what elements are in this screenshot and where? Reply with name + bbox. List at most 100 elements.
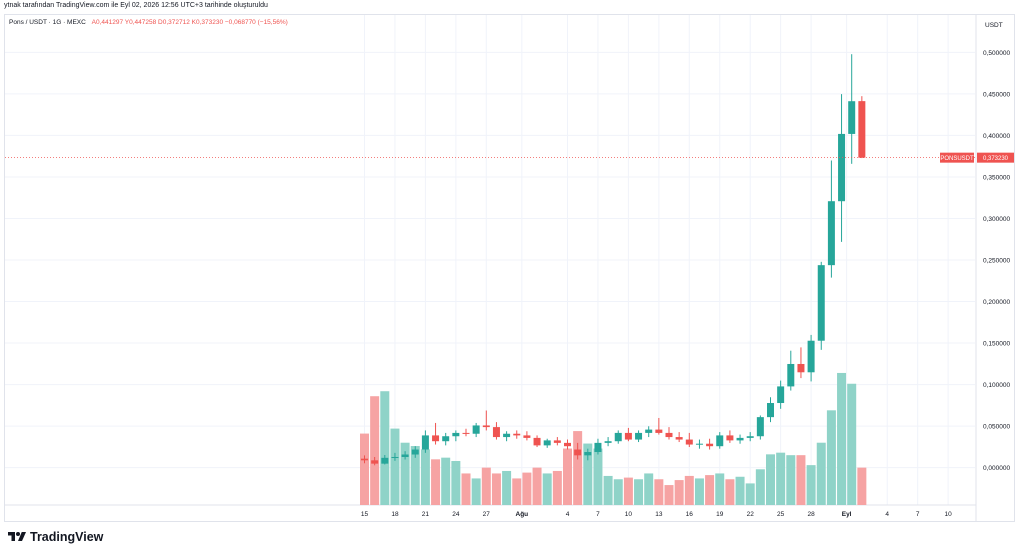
price-tick-label: 0,150000	[983, 341, 1010, 348]
candle-body	[513, 433, 521, 436]
candle-body	[472, 425, 480, 434]
price-tag-value-box	[977, 152, 1014, 163]
tradingview-logo[interactable]: TradingView	[8, 530, 103, 544]
price-tag-value: 0,373230	[983, 156, 1009, 162]
candle-body	[787, 363, 795, 387]
time-tick-label: 15	[361, 511, 369, 518]
candle-body	[624, 432, 632, 440]
volume-bar	[491, 473, 501, 505]
candle-body	[442, 436, 450, 442]
time-tick-label: 10	[945, 511, 953, 518]
candle-body	[452, 432, 460, 437]
volume-bar	[380, 391, 390, 505]
candle-body	[614, 432, 622, 442]
time-tick-label: 10	[625, 511, 633, 518]
candle-body	[777, 386, 785, 404]
candle-body	[716, 435, 724, 447]
tradingview-brand: TradingView	[30, 530, 104, 544]
candle-body	[645, 429, 653, 433]
time-tick-label: 4	[885, 511, 889, 518]
candle-body	[604, 441, 612, 443]
candle-body	[401, 454, 409, 457]
price-tick-label: 0,100000	[983, 382, 1010, 389]
volume-bar	[623, 477, 633, 505]
candle-body	[503, 433, 511, 438]
volume-bar	[370, 396, 380, 505]
time-tick-label: 24	[452, 511, 460, 518]
volume-bar	[563, 448, 572, 505]
volume-bar	[816, 442, 826, 505]
volume-bar	[573, 431, 583, 505]
volume-bar	[664, 485, 674, 505]
price-tag-name-box	[940, 152, 974, 163]
price-tick-label: 0,200000	[983, 299, 1010, 306]
chart-frame[interactable]	[4, 14, 1015, 522]
volume-bar	[705, 475, 715, 505]
volume-bar	[847, 383, 857, 505]
volume-bar	[390, 428, 400, 505]
candle-body	[564, 442, 571, 447]
volume-bar	[552, 470, 562, 505]
candle-body	[462, 432, 470, 434]
time-tick-label: 16	[686, 511, 694, 518]
candle-body	[635, 432, 643, 440]
candle-body	[523, 435, 531, 438]
volume-bar	[634, 479, 644, 505]
volume-bar	[451, 460, 461, 505]
time-tick-label: 18	[391, 511, 399, 518]
volume-bar	[471, 478, 481, 505]
symbol-label: Pons / USDT · 1G · MEXC	[9, 19, 86, 26]
volume-bar	[593, 448, 603, 505]
candle-body	[371, 460, 379, 464]
volume-bar	[461, 473, 471, 505]
candle-body	[665, 432, 673, 438]
candle-body	[685, 439, 693, 445]
volume-bar	[857, 467, 867, 505]
candle-body	[797, 363, 805, 373]
currency-label: USDT	[985, 22, 1003, 29]
symbol-legend[interactable]: Pons / USDT · 1G · MEXC A0,441297 Y0,447…	[9, 19, 288, 26]
price-tick-label: 0,300000	[983, 216, 1010, 223]
volume-bar	[674, 480, 684, 505]
volume-bar	[654, 479, 664, 505]
candle-body	[553, 440, 561, 443]
time-tick-label: 19	[716, 511, 724, 518]
volume-bar	[826, 410, 836, 505]
candle-body	[432, 435, 440, 442]
candle-body	[492, 427, 500, 438]
candle-body	[361, 458, 368, 461]
volume-bar	[837, 372, 847, 505]
time-tick-label: 4	[566, 511, 570, 518]
price-tick-label: 0,350000	[983, 174, 1010, 181]
candle-body	[817, 265, 825, 341]
time-tick-label: 13	[655, 511, 663, 518]
volume-bar	[766, 454, 775, 505]
candle-body	[838, 133, 846, 202]
candle-body	[675, 437, 683, 440]
candle-body	[736, 437, 744, 441]
price-tick-label: 0,450000	[983, 91, 1010, 98]
ohlc-values: A0,441297 Y0,447258 D0,372712 K0,373230 …	[91, 19, 288, 26]
volume-bar	[745, 483, 755, 505]
volume-bar	[522, 472, 532, 505]
volume-bar	[644, 473, 654, 505]
chart-attribution: ytnak tarafından TradingView.com ile Eyl…	[4, 2, 268, 9]
candle-body	[746, 436, 754, 438]
candle-body	[807, 340, 815, 373]
candle-body	[767, 403, 774, 418]
time-tick-label: 21	[422, 511, 430, 518]
volume-bar	[420, 449, 430, 505]
candle-body	[482, 425, 490, 428]
volume-bar	[431, 459, 441, 505]
time-tick-label: 28	[807, 511, 815, 518]
volume-bar	[725, 479, 735, 505]
candle-body	[706, 443, 714, 447]
volume-bar	[613, 479, 623, 505]
candle-body	[726, 435, 734, 441]
candle-body	[827, 201, 835, 266]
candle-body	[421, 435, 429, 450]
time-tick-label: 7	[596, 511, 600, 518]
price-tick-label: 0,000000	[983, 465, 1010, 472]
volume-bar	[806, 465, 816, 505]
